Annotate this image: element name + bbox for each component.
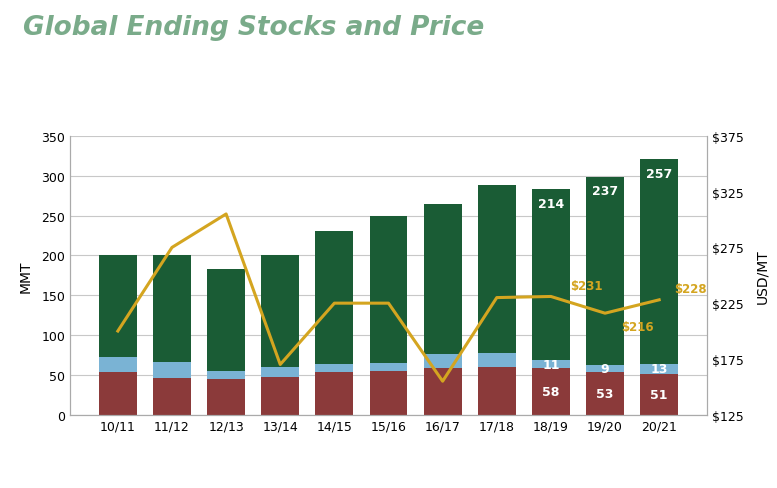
Legend: Historical 5 Majors, Black Sea, Rest of World, HRW Price*: Historical 5 Majors, Black Sea, Rest of … [144, 482, 633, 488]
Y-axis label: MMT: MMT [19, 260, 33, 292]
Bar [532, 190, 570, 360]
Bar [261, 367, 299, 377]
Bar [207, 269, 245, 371]
Bar [478, 367, 516, 415]
Bar [640, 364, 678, 374]
Text: 51: 51 [650, 388, 668, 401]
Bar [207, 379, 245, 415]
Bar [586, 177, 624, 366]
Bar [99, 372, 137, 415]
Bar [423, 368, 462, 415]
Bar [586, 373, 624, 415]
Text: $228: $228 [674, 283, 707, 296]
Text: $216: $216 [622, 321, 654, 333]
Bar [261, 377, 299, 415]
Bar [423, 354, 462, 368]
Text: 58: 58 [542, 385, 559, 398]
Bar [99, 358, 137, 372]
Y-axis label: USD/MT: USD/MT [755, 248, 769, 303]
Bar [153, 378, 191, 415]
Bar [153, 256, 191, 363]
Bar [532, 360, 570, 369]
Text: $231: $231 [570, 279, 602, 292]
Text: 53: 53 [596, 387, 614, 400]
Bar [207, 371, 245, 379]
Bar [478, 353, 516, 367]
Text: 13: 13 [650, 363, 668, 376]
Bar [478, 186, 516, 353]
Text: 9: 9 [601, 363, 609, 376]
Bar [532, 369, 570, 415]
Bar [640, 160, 678, 364]
Text: 257: 257 [646, 167, 672, 181]
Bar [99, 256, 137, 358]
Bar [153, 363, 191, 378]
Bar [586, 366, 624, 373]
Bar [315, 365, 354, 373]
Bar [423, 204, 462, 354]
Bar [640, 374, 678, 415]
Text: Global Ending Stocks and Price: Global Ending Stocks and Price [23, 15, 485, 41]
Text: 214: 214 [538, 198, 564, 211]
Text: 237: 237 [592, 185, 618, 198]
Bar [370, 216, 407, 363]
Bar [370, 363, 407, 371]
Bar [261, 255, 299, 367]
Bar [315, 232, 354, 365]
Bar [315, 373, 354, 415]
Bar [370, 371, 407, 415]
Text: 11: 11 [542, 358, 559, 371]
